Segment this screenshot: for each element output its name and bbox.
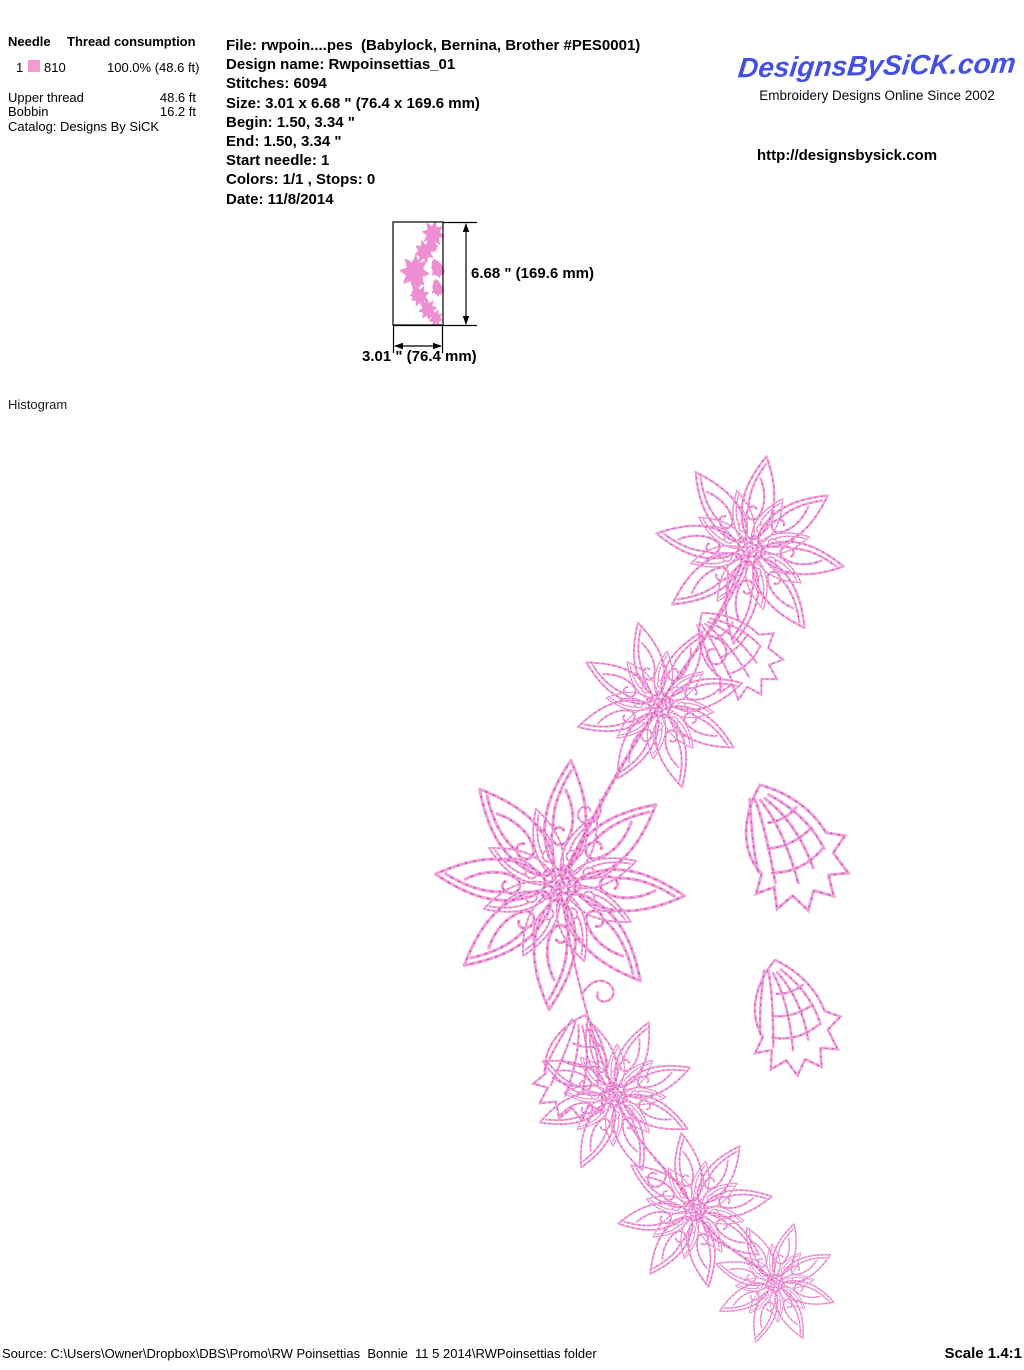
upper-thread-label: Upper thread: [8, 90, 84, 105]
file-info-line: Colors: 1/1 , Stops: 0: [226, 171, 376, 189]
file-info-line: File: rwpoin....pes (Babylock, Bernina, …: [226, 37, 641, 54]
histogram-label: Histogram: [8, 397, 68, 412]
embroidery-thumbnail: [401, 221, 444, 326]
thread-consumption-column-header: Thread consumption: [67, 34, 196, 49]
upper-thread-value: 48.6 ft: [159, 90, 196, 105]
file-info-line: End: 1.50, 3.34 ": [226, 133, 342, 151]
file-info-line: Begin: 1.50, 3.34 ": [226, 113, 355, 131]
catalog-line: Catalog: Designs By SiCK: [8, 119, 160, 134]
brand-url-link[interactable]: http://designsbysick.com: [757, 147, 938, 164]
height-dimension-arrow: [393, 221, 477, 327]
needle-number: 1: [16, 60, 24, 75]
width-dimension-arrow: [392, 325, 444, 353]
thread-color-code: 810: [44, 60, 66, 75]
bobbin-label: Bobbin: [8, 104, 49, 119]
file-info-line: Start needle: 1: [226, 152, 330, 170]
scale-label: Scale 1.4:1: [944, 1345, 1022, 1362]
embroidery-design: [425, 440, 865, 1361]
thread-color-swatch: [28, 60, 40, 72]
file-info-line: Design name: Rwpoinsettias_01: [226, 56, 456, 74]
brand-tagline: Embroidery Designs Online Since 2002: [759, 88, 995, 103]
file-info-line: Size: 3.01 x 6.68 " (76.4 x 169.6 mm): [226, 94, 480, 112]
brand-logo: DesignsBySiCK.com: [736, 47, 1018, 84]
needle-column-header: Needle: [8, 34, 51, 49]
width-dimension-label: 3.01 " (76.4 mm): [362, 348, 477, 365]
source-path: Source: C:\Users\Owner\Dropbox\DBS\Promo…: [2, 1346, 597, 1361]
file-info-line: Date: 11/8/2014: [226, 190, 334, 208]
file-info-block: File: rwpoin....pes (Babylock, Bernina, …: [226, 36, 640, 209]
height-dimension-label: 6.68 " (169.6 mm): [471, 265, 595, 282]
file-info-line: Stitches: 6094: [226, 75, 327, 93]
bobbin-value: 16.2 ft: [159, 104, 196, 119]
thread-consumption-value: 100.0% (48.6 ft): [107, 60, 200, 75]
